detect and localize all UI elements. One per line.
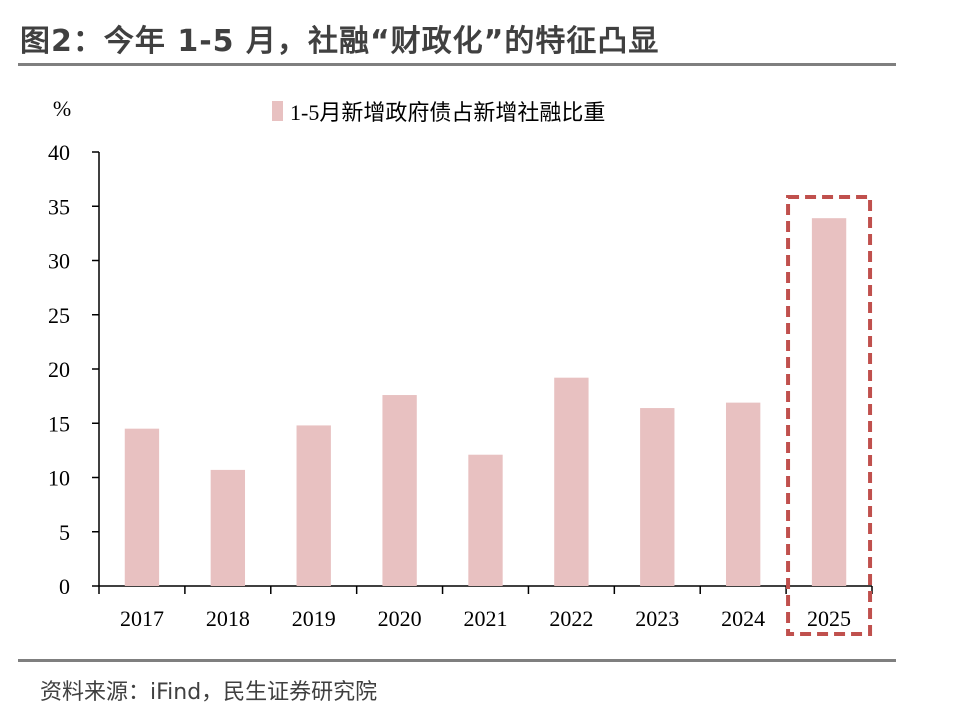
x-tick-label-2021: 2021 bbox=[464, 606, 508, 631]
source-note: 资料来源：iFind，民生证券研究院 bbox=[40, 680, 378, 705]
legend-label: 1-5月新增政府债占新增社融比重 bbox=[290, 100, 605, 125]
y-axis: 0 5 10 15 20 25 30 35 40% bbox=[48, 96, 100, 599]
legend: 1-5月新增政府债占新增社融比重 bbox=[272, 100, 605, 125]
bar-2020 bbox=[382, 395, 417, 586]
x-tick-label-2020: 2020 bbox=[378, 606, 422, 631]
y-tick-label: 40 bbox=[48, 140, 70, 165]
title-divider bbox=[18, 63, 896, 66]
x-tick-label-2023: 2023 bbox=[635, 606, 679, 631]
bar-2018 bbox=[210, 469, 246, 586]
y-tick-label: 35 bbox=[48, 194, 70, 219]
bars bbox=[124, 195, 873, 636]
bar-2017 bbox=[124, 428, 160, 586]
figure-title: 图2：今年 1-5 月，社融“财政化”的特征凸显 bbox=[20, 24, 660, 59]
legend-swatch bbox=[272, 101, 283, 121]
y-tick-label: 15 bbox=[48, 411, 70, 436]
y-axis-unit-label: % bbox=[53, 96, 71, 121]
x-tick-label-2024: 2024 bbox=[721, 606, 765, 631]
bar-2021 bbox=[468, 454, 503, 586]
y-tick-label: 0 bbox=[59, 574, 70, 599]
highlight-box-2025 bbox=[786, 195, 873, 636]
x-tick-label-2017: 2017 bbox=[120, 606, 164, 631]
x-tick-label-2019: 2019 bbox=[292, 606, 336, 631]
y-tick-label: 10 bbox=[48, 466, 70, 491]
y-tick-label: 5 bbox=[59, 520, 70, 545]
bar-2019 bbox=[296, 425, 331, 586]
x-tick-label-2022: 2022 bbox=[549, 606, 593, 631]
bar-2022 bbox=[554, 377, 589, 586]
bar-2025 bbox=[811, 218, 847, 586]
x-tick-label-2018: 2018 bbox=[206, 606, 250, 631]
bar-2023 bbox=[640, 408, 675, 586]
y-tick-label: 30 bbox=[48, 249, 70, 274]
x-tick-label-2025: 2025 bbox=[807, 606, 851, 631]
bar-2024 bbox=[725, 402, 761, 586]
y-tick-label: 20 bbox=[48, 357, 70, 382]
source-divider bbox=[18, 659, 896, 662]
y-tick-label: 25 bbox=[48, 303, 70, 328]
x-axis: 2017 2018 2019 2020 2021 2022 2023 2024 2025 bbox=[98, 585, 873, 631]
